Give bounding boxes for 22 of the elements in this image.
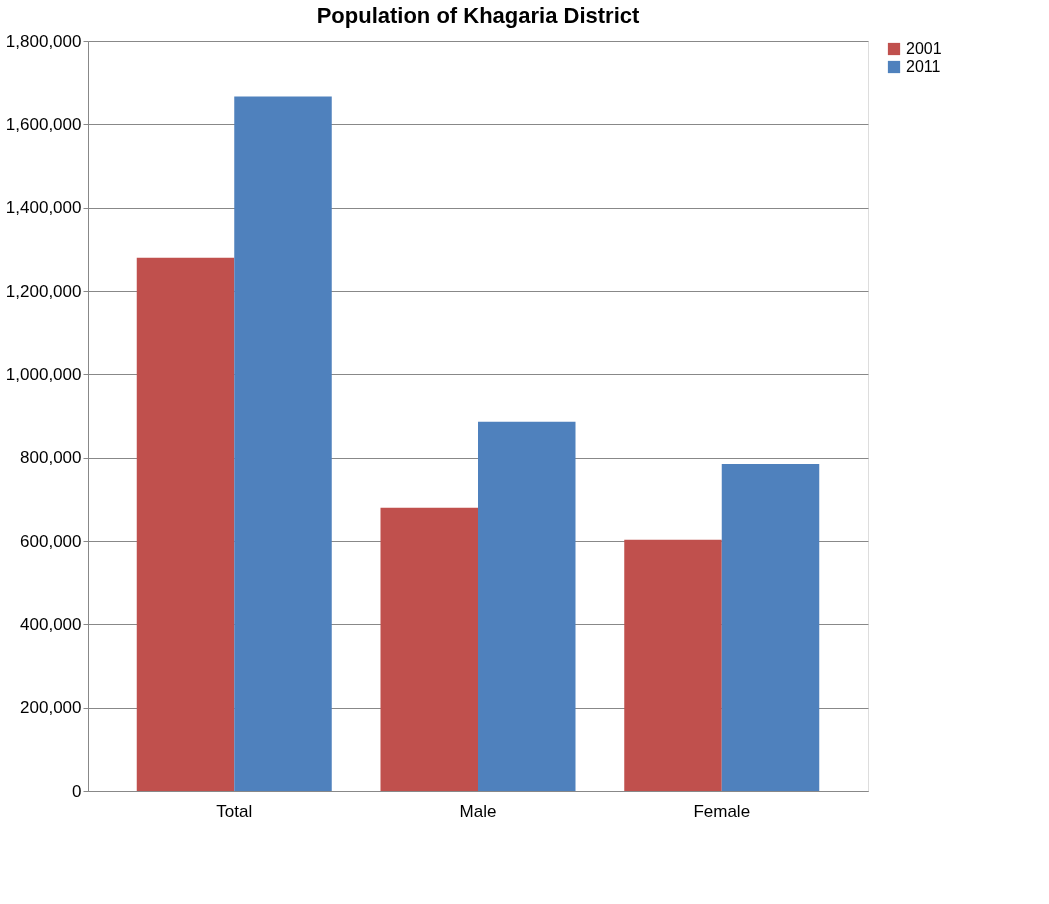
y-tick-label: 0	[72, 781, 82, 801]
y-tick-label: 800,000	[20, 448, 82, 468]
y-tick-label: 1,000,000	[5, 364, 82, 384]
chart-title: Population of Khagaria District	[316, 3, 641, 28]
legend-label: 2011	[906, 58, 941, 75]
y-tick-label: 200,000	[20, 698, 82, 718]
y-tick-label: 1,600,000	[5, 114, 82, 134]
legend-label: 2001	[906, 40, 942, 57]
x-tick-label: Male	[459, 801, 497, 821]
bar	[380, 507, 478, 791]
bar	[478, 421, 576, 791]
y-tick-label: 1,800,000	[5, 31, 82, 51]
x-tick-label: Total	[216, 801, 253, 821]
bar	[721, 463, 820, 791]
y-tick-label: 1,400,000	[5, 198, 82, 218]
bar	[624, 539, 722, 791]
y-tick-label: 400,000	[20, 614, 82, 634]
y-tick-label: 600,000	[20, 531, 82, 551]
bar	[234, 96, 332, 791]
bar	[136, 257, 235, 791]
y-tick-label: 1,200,000	[5, 281, 82, 301]
x-tick-label: Female	[693, 801, 751, 821]
